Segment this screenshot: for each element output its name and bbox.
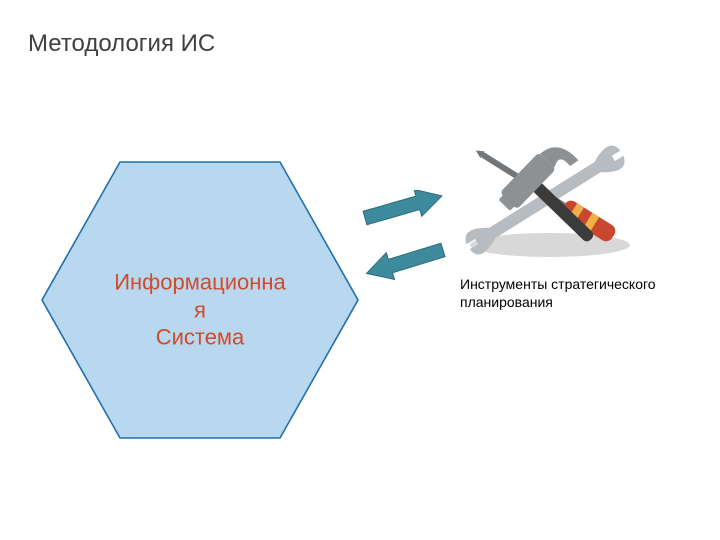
arrow-outgoing-icon <box>361 190 446 231</box>
page-title: Методология ИС <box>28 30 215 58</box>
tools-icon <box>445 125 650 265</box>
tools-caption: Инструменты стратегического планирования <box>460 275 670 311</box>
hexagon-label: Информационна я Система <box>114 269 286 352</box>
hexagon-shape: Информационна я Система <box>40 160 360 440</box>
arrow-incoming-icon <box>362 237 447 287</box>
